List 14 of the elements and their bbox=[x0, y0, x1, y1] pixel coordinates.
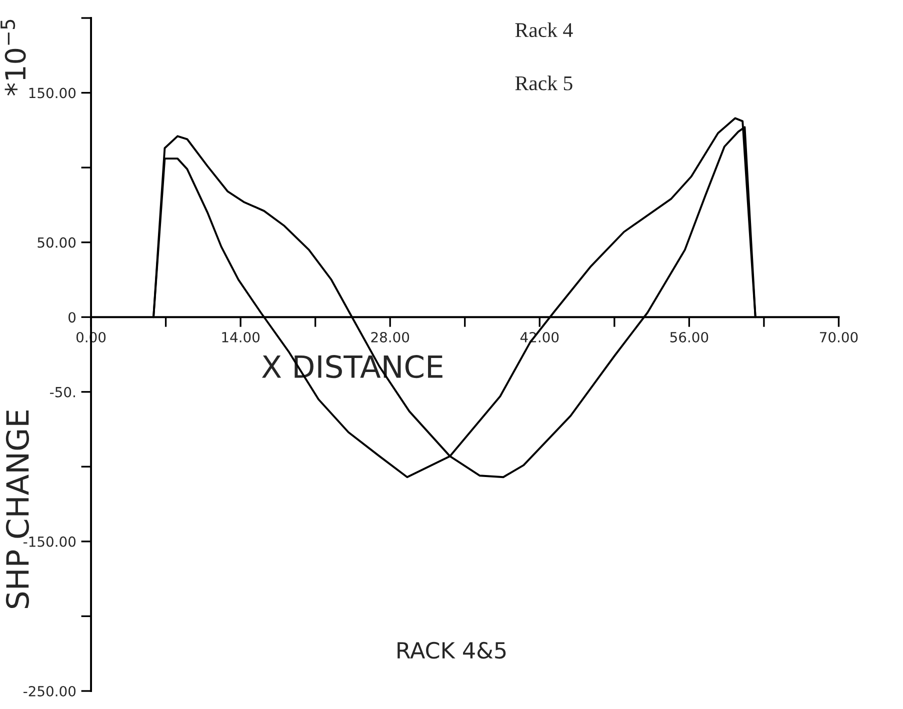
x-tick-label: 14.00 bbox=[222, 332, 260, 342]
annotation: Rack 4 bbox=[515, 22, 573, 38]
y-tick-label: -50. bbox=[50, 386, 75, 398]
y-tick-label: -250.00 bbox=[24, 686, 76, 696]
text: *10$^{−5}$ bbox=[0, 20, 26, 96]
y-tick-label: 150.00 bbox=[29, 88, 76, 98]
y-tick-label: 0 bbox=[68, 312, 76, 323]
y-tick-label: 50.00 bbox=[38, 237, 76, 248]
x-tick-label: 28.00 bbox=[371, 332, 410, 342]
x-tick-label: 56.00 bbox=[670, 332, 708, 342]
y-tick-label: -150.00 bbox=[24, 536, 76, 547]
annotation: Rack 5 bbox=[515, 76, 572, 90]
text: RACK 4&5 bbox=[398, 642, 506, 659]
x-tick-label: 70.00 bbox=[820, 332, 858, 342]
